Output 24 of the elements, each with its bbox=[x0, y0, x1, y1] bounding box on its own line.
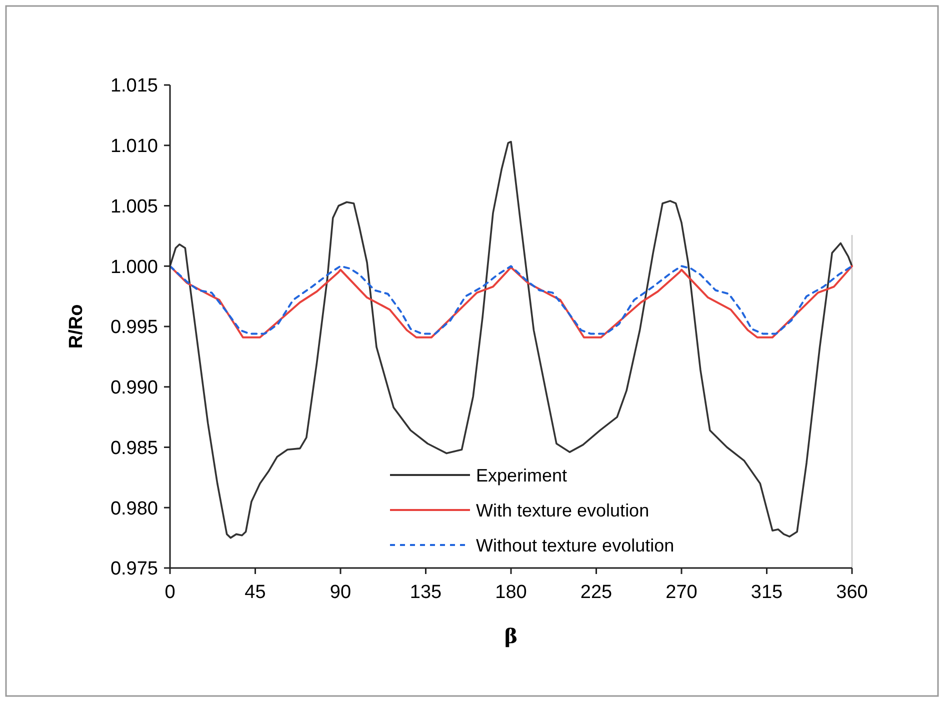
legend-label: Experiment bbox=[476, 465, 568, 486]
x-tick-label: 225 bbox=[580, 582, 612, 603]
x-axis-title: β bbox=[504, 624, 518, 648]
y-tick-label: 1.000 bbox=[110, 256, 158, 278]
y-tick-label: 1.015 bbox=[110, 76, 158, 97]
x-tick-label: 135 bbox=[410, 582, 442, 603]
legend-label: Without texture evolution bbox=[476, 535, 674, 556]
y-tick-label: 0.995 bbox=[110, 317, 158, 338]
y-tick-label: 1.005 bbox=[110, 196, 158, 218]
x-tick-label: 360 bbox=[836, 582, 868, 603]
legend-label: With texture evolution bbox=[476, 500, 650, 520]
y-tick-label: 0.990 bbox=[110, 378, 158, 399]
x-tick-label: 270 bbox=[666, 582, 698, 603]
y-tick-label: 0.975 bbox=[110, 558, 158, 580]
line-series bbox=[169, 140, 853, 539]
y-axis-title: R/Ro bbox=[66, 304, 87, 349]
y-tick-label: 0.985 bbox=[110, 438, 158, 459]
x-tick-label: 180 bbox=[495, 582, 527, 603]
y-tick-label: 1.010 bbox=[110, 136, 158, 158]
x-tick-label: 45 bbox=[244, 582, 266, 603]
y-tick-label: 0.980 bbox=[110, 498, 158, 520]
x-tick-label: 0 bbox=[164, 582, 176, 603]
x-tick-label: 90 bbox=[330, 582, 352, 603]
x-tick-label: 315 bbox=[750, 582, 783, 603]
